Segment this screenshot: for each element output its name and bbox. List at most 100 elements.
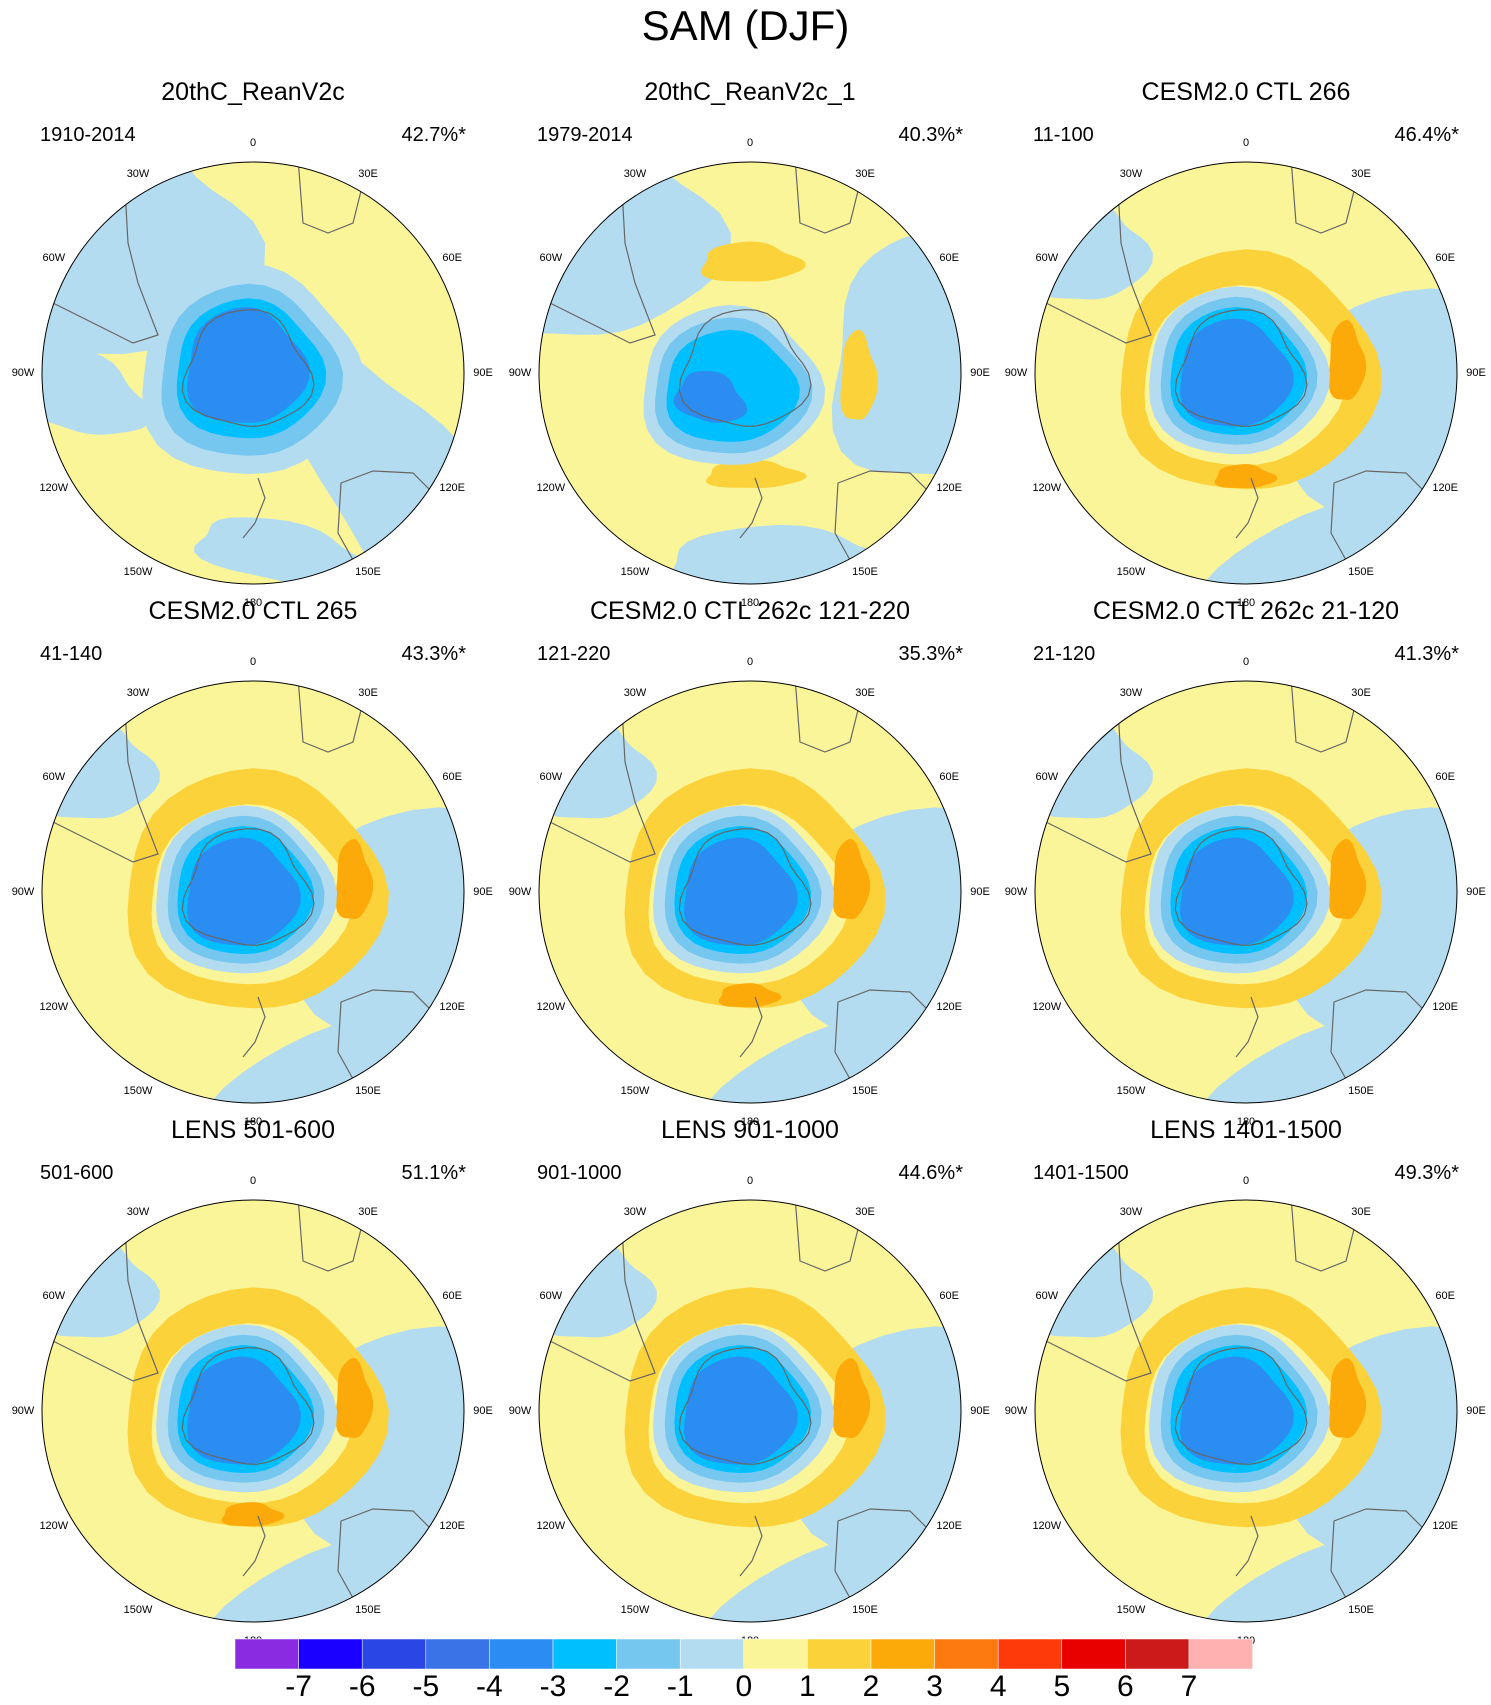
antarctica-coastline — [181, 828, 315, 946]
longitude-label: 120E — [936, 1520, 963, 1532]
longitude-label: 90E — [1466, 1405, 1486, 1417]
longitude-label: 150W — [620, 1085, 650, 1098]
colorbar-tick-label: 1 — [799, 1670, 816, 1703]
longitude-label: 30W — [623, 686, 647, 699]
south-america-coastline — [52, 681, 159, 863]
africa-coastline — [297, 681, 369, 753]
panel-period: 501-600 — [40, 1162, 114, 1184]
panel-variance: 40.3%* — [898, 124, 964, 146]
longitude-label: 120E — [439, 1001, 466, 1013]
longitude-label: 120W — [39, 1001, 69, 1013]
panel-title: CESM2.0 CTL 265 — [148, 597, 358, 625]
longitude-label: 30W — [126, 686, 150, 699]
longitude-label: 60E — [442, 252, 462, 264]
longitude-label: 180 — [243, 1116, 263, 1128]
new-zealand-coastline — [739, 996, 763, 1058]
colorbar-segment — [1061, 1638, 1126, 1670]
africa-coastline — [297, 162, 369, 234]
map-border — [538, 1199, 962, 1623]
map-panel: CESM2.0 CTL 262c 21-120 21-120 41.3%* 0 30E 6… — [1001, 597, 1491, 1128]
panel-period: 121-220 — [537, 643, 611, 665]
colorbar-tick-label: -2 — [603, 1670, 630, 1703]
colorbar-segment — [1125, 1638, 1190, 1670]
panel-variance: 49.3%* — [1394, 1162, 1460, 1184]
colorbar-segment — [489, 1638, 554, 1670]
longitude-label: 60W — [42, 252, 66, 264]
panel-title: LENS 501-600 — [170, 1116, 335, 1144]
longitude-label: 150W — [123, 1085, 153, 1098]
longitude-label: 180 — [1236, 1116, 1256, 1128]
longitude-label: 60W — [42, 771, 66, 783]
longitude-label: 150W — [1116, 1085, 1146, 1098]
map-panel: CESM2.0 CTL 266 11-100 46.4%* 0 30E 60E 90E 120… — [1001, 78, 1491, 609]
antarctica-coastline — [678, 309, 812, 427]
longitude-label: 30W — [126, 1205, 150, 1218]
antarctica-coastline — [678, 828, 812, 946]
longitude-label: 120W — [536, 1520, 566, 1532]
map-panel: LENS 1401-1500 1401-1500 49.3%* 0 30E 60E 90E 1… — [1001, 1116, 1491, 1647]
figure-title: SAM (DJF) — [641, 2, 850, 49]
map-border — [1034, 161, 1458, 585]
longitude-label: 60W — [1035, 771, 1059, 783]
panel-period: 1979-2014 — [537, 124, 633, 146]
map-border — [41, 1199, 465, 1623]
longitude-label: 120W — [39, 1520, 69, 1532]
antarctica-coastline — [181, 1347, 315, 1465]
colorbar-tick-label: -6 — [348, 1670, 376, 1703]
south-america-coastline — [1045, 1200, 1152, 1382]
new-zealand-coastline — [1235, 477, 1259, 539]
longitude-label: 60E — [442, 771, 462, 783]
longitude-label: 120E — [936, 482, 963, 494]
colorbar-segment — [934, 1638, 999, 1670]
longitude-label: 30W — [126, 167, 150, 180]
longitude-label: 60E — [939, 771, 959, 783]
panel-period: 1910-2014 — [40, 124, 136, 146]
panel-title: LENS 1401-1500 — [1150, 1116, 1342, 1144]
map-border — [538, 161, 962, 585]
new-zealand-coastline — [1235, 996, 1259, 1058]
longitude-label: 120E — [439, 1520, 466, 1532]
longitude-label: 90W — [508, 367, 532, 379]
longitude-label: 120E — [439, 482, 466, 494]
longitude-label: 120W — [1032, 482, 1062, 494]
panel-period: 901-1000 — [537, 1162, 622, 1184]
new-zealand-coastline — [739, 477, 763, 539]
panel-title: CESM2.0 CTL 266 — [1141, 78, 1351, 106]
longitude-label: 180 — [243, 597, 263, 609]
panel-title: CESM2.0 CTL 262c 121-220 — [589, 597, 911, 625]
africa-coastline — [1290, 681, 1362, 753]
longitude-label: 60W — [539, 1290, 563, 1302]
longitude-label: 90E — [970, 1405, 990, 1417]
longitude-label: 120W — [1032, 1001, 1062, 1013]
longitude-label: 120E — [936, 1001, 963, 1013]
panel-period: 1401-1500 — [1033, 1162, 1129, 1184]
africa-coastline — [794, 681, 866, 753]
colorbar-segment — [298, 1638, 363, 1670]
longitude-label: 30W — [623, 167, 647, 180]
panel-period: 41-140 — [40, 643, 103, 665]
colorbar-tick-label: -4 — [476, 1670, 503, 1703]
panel-title: 20thC_ReanV2c_1 — [644, 78, 856, 106]
antarctica-coastline — [678, 1347, 812, 1465]
south-america-coastline — [52, 162, 159, 344]
map-border — [538, 680, 962, 1104]
longitude-label: 180 — [740, 1116, 760, 1128]
colorbar-tick-label: -1 — [666, 1670, 694, 1703]
new-zealand-coastline — [242, 1515, 266, 1577]
new-zealand-coastline — [242, 477, 266, 539]
colorbar-tick-label: -3 — [539, 1670, 567, 1703]
longitude-label: 30E — [855, 167, 875, 180]
longitude-label: 30E — [358, 1205, 378, 1218]
africa-coastline — [1290, 162, 1362, 234]
map-border — [1034, 1199, 1458, 1623]
polar-stereographic-map — [538, 680, 962, 1104]
longitude-label: 60E — [442, 1290, 462, 1302]
longitude-label: 60E — [1435, 771, 1455, 783]
colorbar-segment — [552, 1638, 617, 1670]
polar-stereographic-map — [1034, 161, 1458, 585]
map-panel: CESM2.0 CTL 265 41-140 43.3%* 0 30E 60E 90E 120… — [8, 597, 498, 1128]
longitude-label: 0 — [249, 137, 257, 149]
colorbar-segment — [361, 1638, 427, 1670]
longitude-label: 150W — [123, 1604, 153, 1617]
map-panel: 20thC_ReanV2c 1910-2014 42.7%* 0 30E 60E 90E 12… — [8, 78, 498, 609]
